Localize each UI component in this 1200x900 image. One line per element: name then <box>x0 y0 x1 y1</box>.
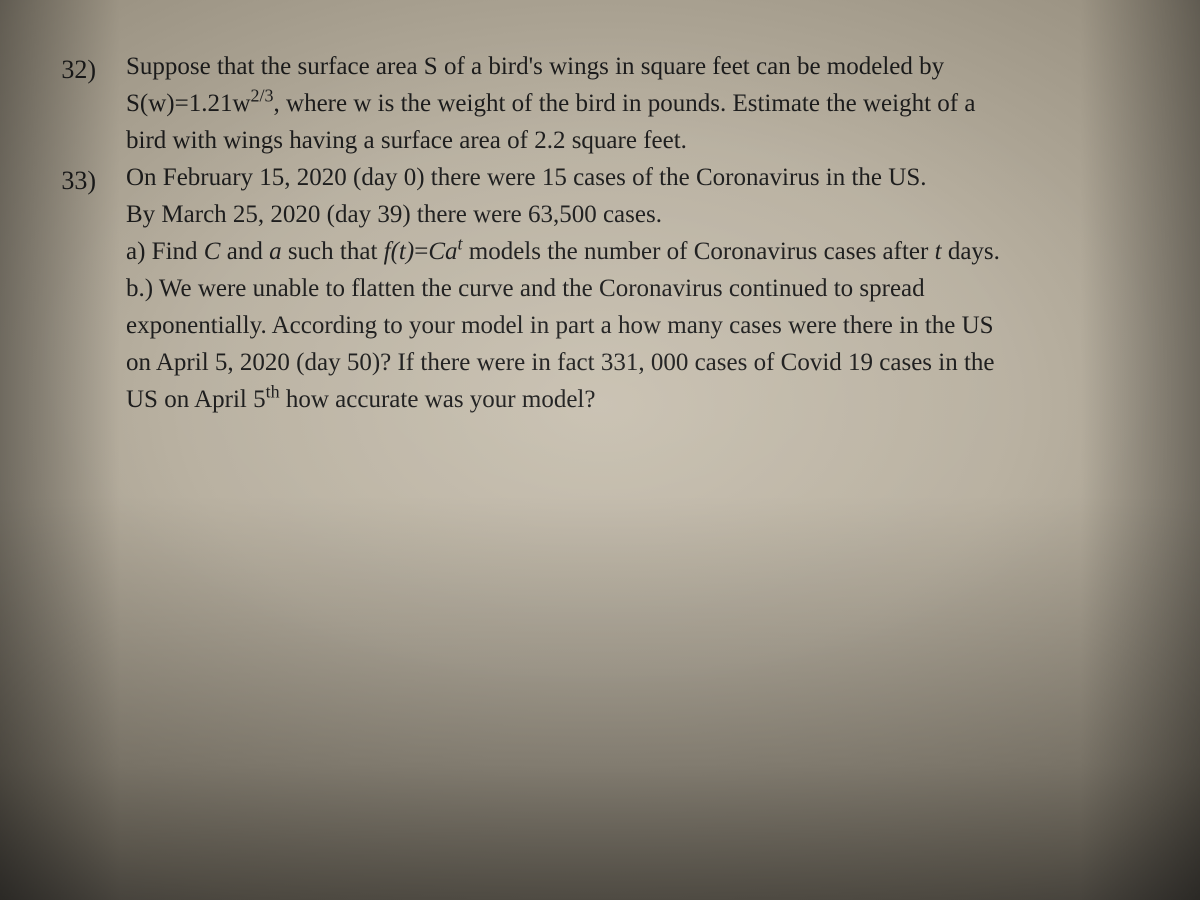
problem-32-body: Suppose that the surface area S of a bir… <box>126 48 1140 159</box>
problem-32-line-2-rest: , where w is the weight of the bird in p… <box>274 90 976 117</box>
problem-33-part-a: a) Find C and a such that f(t)=Ca t model… <box>126 233 1140 270</box>
problem-32-line-3: bird with wings having a surface area of… <box>126 122 1140 159</box>
problem-number-33: 33) <box>50 159 96 200</box>
problem-33-part-b-line-1: b.) We were unable to flatten the curve … <box>126 270 1140 307</box>
problem-32-exponent: 2/3 <box>251 86 274 106</box>
function-ft: f(t) <box>384 238 415 265</box>
part-a-prefix: a) Find <box>126 238 204 265</box>
worksheet-page: 32) Suppose that the surface area S of a… <box>0 0 1200 900</box>
problem-33-part-b-line-2: exponentially. According to your model i… <box>126 307 1140 344</box>
problem-32-equation-lhs: S(w)=1.21w <box>126 90 251 117</box>
part-a-mid2: such that <box>282 238 384 265</box>
problem-33-part-b-line-3: on April 5, 2020 (day 50)? If there were… <box>126 344 1140 381</box>
part-a-mid1: and <box>220 238 269 265</box>
problem-33-line-2: By March 25, 2020 (day 39) there were 63… <box>126 196 1140 233</box>
part-a-rest: models the number of Coronavirus cases a… <box>463 238 935 265</box>
problem-33-line-1: On February 15, 2020 (day 0) there were … <box>126 159 1140 196</box>
problem-33-body: On February 15, 2020 (day 0) there were … <box>126 159 1140 418</box>
problem-32-line-1: Suppose that the surface area S of a bir… <box>126 48 1140 85</box>
equals-sign: = <box>414 238 428 265</box>
term-Ca: Ca <box>428 238 457 265</box>
ordinal-th: th <box>266 382 280 402</box>
variable-a: a <box>269 238 282 265</box>
problem-number-32: 32) <box>50 48 96 89</box>
problem-33-part-b-line-4: US on April 5th how accurate was your mo… <box>126 381 1140 418</box>
problem-32-line-2: S(w)=1.21w2/3, where w is the weight of … <box>126 85 1140 122</box>
problem-32: 32) Suppose that the surface area S of a… <box>50 48 1140 159</box>
part-a-end: days. <box>942 238 1000 265</box>
part-b-line-4-post: how accurate was your model? <box>280 386 596 413</box>
variable-C: C <box>204 238 221 265</box>
part-b-line-4-pre: US on April 5 <box>126 386 266 413</box>
problem-33: 33) On February 15, 2020 (day 0) there w… <box>50 159 1140 418</box>
variable-t-days: t <box>935 238 942 265</box>
